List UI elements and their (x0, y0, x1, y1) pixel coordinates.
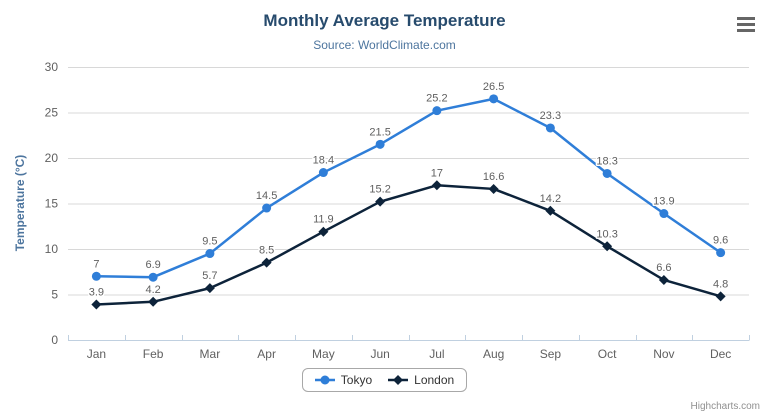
svg-text:Jan: Jan (87, 347, 106, 361)
svg-text:7: 7 (93, 258, 99, 270)
svg-text:5.7: 5.7 (202, 270, 217, 282)
hamburger-bar (737, 29, 755, 32)
highcharts-credits-link[interactable]: Highcharts.com (690, 401, 760, 412)
legend-box: Tokyo London (301, 368, 468, 392)
london-series-marker-icon (388, 375, 409, 385)
svg-text:5: 5 (51, 288, 58, 302)
svg-text:26.5: 26.5 (483, 81, 504, 93)
legend-item-label: London (414, 373, 455, 387)
svg-text:Aug: Aug (483, 347, 504, 361)
svg-text:Oct: Oct (598, 347, 617, 361)
svg-text:9.6: 9.6 (713, 235, 728, 247)
svg-text:6.6: 6.6 (656, 262, 671, 274)
svg-text:10: 10 (45, 242, 59, 256)
svg-text:15: 15 (45, 197, 59, 211)
svg-text:May: May (312, 347, 335, 361)
svg-text:18.4: 18.4 (313, 155, 334, 167)
svg-text:11.9: 11.9 (313, 214, 334, 226)
svg-text:25.2: 25.2 (426, 93, 447, 105)
svg-text:Jun: Jun (370, 347, 389, 361)
svg-text:25: 25 (45, 106, 59, 120)
svg-text:14.5: 14.5 (256, 190, 277, 202)
svg-text:8.5: 8.5 (259, 245, 274, 257)
svg-text:4.8: 4.8 (713, 278, 728, 290)
hamburger-menu-icon[interactable] (735, 15, 757, 34)
chart-subtitle: Source: WorldClimate.com (313, 38, 456, 52)
svg-text:Mar: Mar (200, 347, 221, 361)
svg-text:14.2: 14.2 (540, 193, 561, 205)
legend-item-london[interactable]: London (388, 373, 454, 387)
svg-text:Nov: Nov (653, 347, 674, 361)
hamburger-bar (737, 23, 755, 26)
svg-text:23.3: 23.3 (540, 110, 561, 122)
svg-text:16.6: 16.6 (483, 171, 504, 183)
svg-text:18.3: 18.3 (596, 155, 617, 167)
legend-item-tokyo[interactable]: Tokyo (314, 373, 373, 387)
svg-text:Dec: Dec (710, 347, 731, 361)
chart-title: Monthly Average Temperature (263, 11, 506, 30)
svg-text:15.2: 15.2 (369, 184, 390, 196)
svg-text:Sep: Sep (540, 347, 562, 361)
svg-text:Jul: Jul (429, 347, 444, 361)
svg-text:6.9: 6.9 (145, 259, 160, 271)
svg-text:13.9: 13.9 (653, 196, 674, 208)
svg-text:0: 0 (51, 333, 58, 347)
tokyo-series-marker-icon (314, 375, 335, 385)
svg-text:30: 30 (45, 60, 59, 74)
legend: Tokyo London (0, 368, 769, 392)
svg-text:17: 17 (431, 167, 443, 179)
svg-text:9.5: 9.5 (202, 236, 217, 248)
svg-text:4.2: 4.2 (145, 284, 160, 296)
svg-text:21.5: 21.5 (369, 126, 390, 138)
svg-text:20: 20 (45, 151, 59, 165)
svg-text:Feb: Feb (143, 347, 164, 361)
svg-text:10.3: 10.3 (596, 228, 617, 240)
hamburger-bar (737, 17, 755, 20)
svg-text:3.9: 3.9 (89, 287, 104, 299)
svg-text:Apr: Apr (257, 347, 276, 361)
legend-item-label: Tokyo (340, 373, 373, 387)
